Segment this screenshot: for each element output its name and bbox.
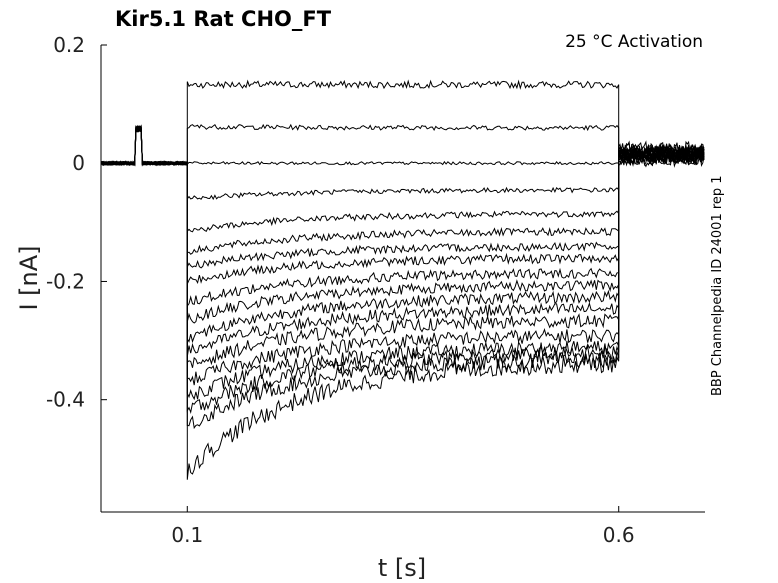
temperature-annotation: 25 °C Activation bbox=[565, 32, 703, 52]
y-tick-label: -0.4 bbox=[46, 388, 85, 412]
current-trace-8 bbox=[100, 127, 705, 285]
y-axis-label: I [nA] bbox=[15, 245, 43, 310]
current-trace-9 bbox=[100, 125, 705, 308]
current-trace-18 bbox=[100, 124, 705, 480]
current-trace-11 bbox=[101, 126, 705, 344]
current-trace-16 bbox=[100, 125, 705, 415]
y-tick-label: 0 bbox=[72, 151, 85, 175]
source-label: BBP Channelpedia ID 24001 rep 1 bbox=[710, 175, 725, 396]
current-trace-14 bbox=[100, 125, 705, 386]
current-trace-3 bbox=[100, 126, 705, 166]
y-tick-label: -0.2 bbox=[46, 269, 85, 293]
x-tick-label: 0.6 bbox=[603, 523, 635, 547]
current-trace-2 bbox=[100, 123, 705, 167]
chart-title: Kir5.1 Rat CHO_FT bbox=[115, 7, 332, 31]
x-tick-label: 0.1 bbox=[171, 523, 203, 547]
plot-area: 0.1 0.6 0.2 0 -0.2 -0.4 bbox=[46, 33, 705, 547]
current-trace-1 bbox=[100, 79, 705, 167]
current-trace-10 bbox=[100, 128, 705, 324]
x-axis-label: t [s] bbox=[378, 554, 426, 582]
y-tick-label: 0.2 bbox=[53, 33, 85, 57]
current-trace-7 bbox=[100, 125, 705, 269]
current-trace-5 bbox=[101, 124, 705, 233]
current-trace-12 bbox=[100, 125, 705, 357]
